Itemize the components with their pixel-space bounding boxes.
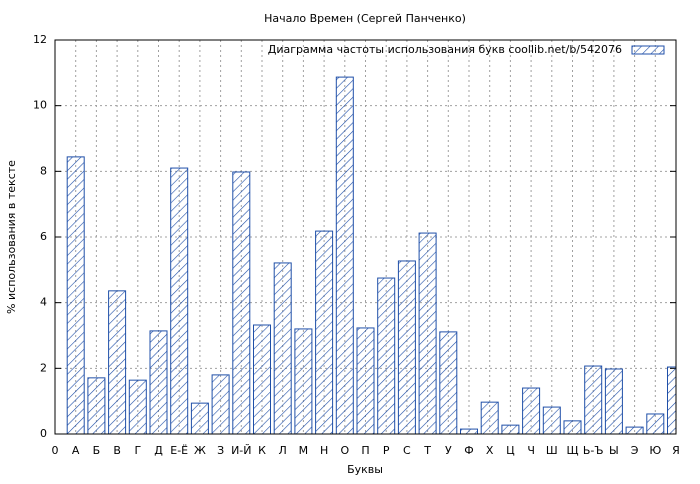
bar — [190, 402, 209, 434]
chart-title: Начало Времен (Сергей Панченко) — [264, 12, 466, 25]
x-tick-label: Ф — [464, 444, 473, 457]
bar — [625, 426, 644, 434]
bar — [460, 428, 478, 434]
y-tick-label: 12 — [33, 33, 47, 46]
y-tick-label: 6 — [40, 230, 47, 243]
x-tick-label: М — [299, 444, 309, 457]
bar — [356, 327, 375, 434]
bar — [335, 76, 354, 434]
x-tick-label: Ь-Ъ — [583, 444, 604, 457]
bar — [232, 171, 251, 434]
x-tick-label: У — [445, 444, 452, 457]
x-tick-label: В — [113, 444, 121, 457]
y-tick-label: 0 — [40, 427, 47, 440]
bar — [149, 330, 168, 434]
x-tick-label: И-Й — [231, 444, 251, 457]
x-tick-label: Д — [154, 444, 163, 457]
x-tick-label: Л — [279, 444, 287, 457]
bar — [667, 366, 676, 434]
x-tick-label: Ч — [527, 444, 535, 457]
bars — [66, 76, 676, 434]
x-tick-label: П — [361, 444, 369, 457]
x-tick-label: Г — [134, 444, 141, 457]
bar — [480, 401, 499, 434]
x-tick-label: Ш — [546, 444, 558, 457]
bar — [522, 387, 541, 434]
bar — [273, 262, 292, 434]
bar — [66, 156, 85, 434]
bar — [501, 424, 520, 434]
bar — [108, 290, 127, 434]
bar — [542, 406, 561, 434]
x-axis-label: Буквы — [347, 463, 383, 476]
bar — [646, 413, 665, 434]
bar — [604, 368, 623, 434]
x-tick-label: Р — [383, 444, 390, 457]
bar — [170, 167, 189, 434]
legend-label: Диаграмма частоты использования букв coo… — [268, 43, 622, 56]
bar — [87, 377, 106, 434]
x-tick-label: Ж — [194, 444, 206, 457]
x-tick-label: Х — [486, 444, 494, 457]
x-tick-label: Т — [423, 444, 431, 457]
x-tick-label: О — [340, 444, 349, 457]
bar — [128, 379, 147, 434]
y-tick-label: 10 — [33, 99, 47, 112]
bar — [397, 260, 416, 434]
y-tick-label: 2 — [40, 361, 47, 374]
x-tick-label: Н — [320, 444, 328, 457]
bar — [253, 324, 271, 434]
bar — [211, 374, 230, 434]
bar — [315, 230, 334, 434]
x-tick-label: 0 — [52, 444, 59, 457]
bar — [439, 331, 458, 434]
x-tick-label: Ы — [609, 444, 619, 457]
y-axis-label: % использования в тексте — [5, 160, 18, 314]
bar — [294, 328, 313, 434]
x-tick-label: Э — [631, 444, 639, 457]
x-tick-label: К — [258, 444, 266, 457]
bar — [584, 365, 603, 434]
x-tick-label: С — [403, 444, 411, 457]
plot-frame — [54, 39, 677, 435]
x-tick-label: Я — [672, 444, 680, 457]
x-tick-label: Б — [93, 444, 101, 457]
bar — [377, 277, 396, 434]
y-tick-label: 8 — [40, 164, 47, 177]
y-tick-label: 4 — [40, 296, 47, 309]
bar — [418, 232, 437, 434]
x-tick-label: Ю — [649, 444, 661, 457]
bar — [563, 420, 582, 434]
x-tick-label: Щ — [566, 444, 578, 457]
x-tick-label: Ц — [506, 444, 515, 457]
legend-swatch — [631, 45, 665, 55]
x-tick-label: З — [217, 444, 224, 457]
x-tick-label: А — [72, 444, 80, 457]
x-tick-label: Е-Ё — [170, 444, 188, 457]
